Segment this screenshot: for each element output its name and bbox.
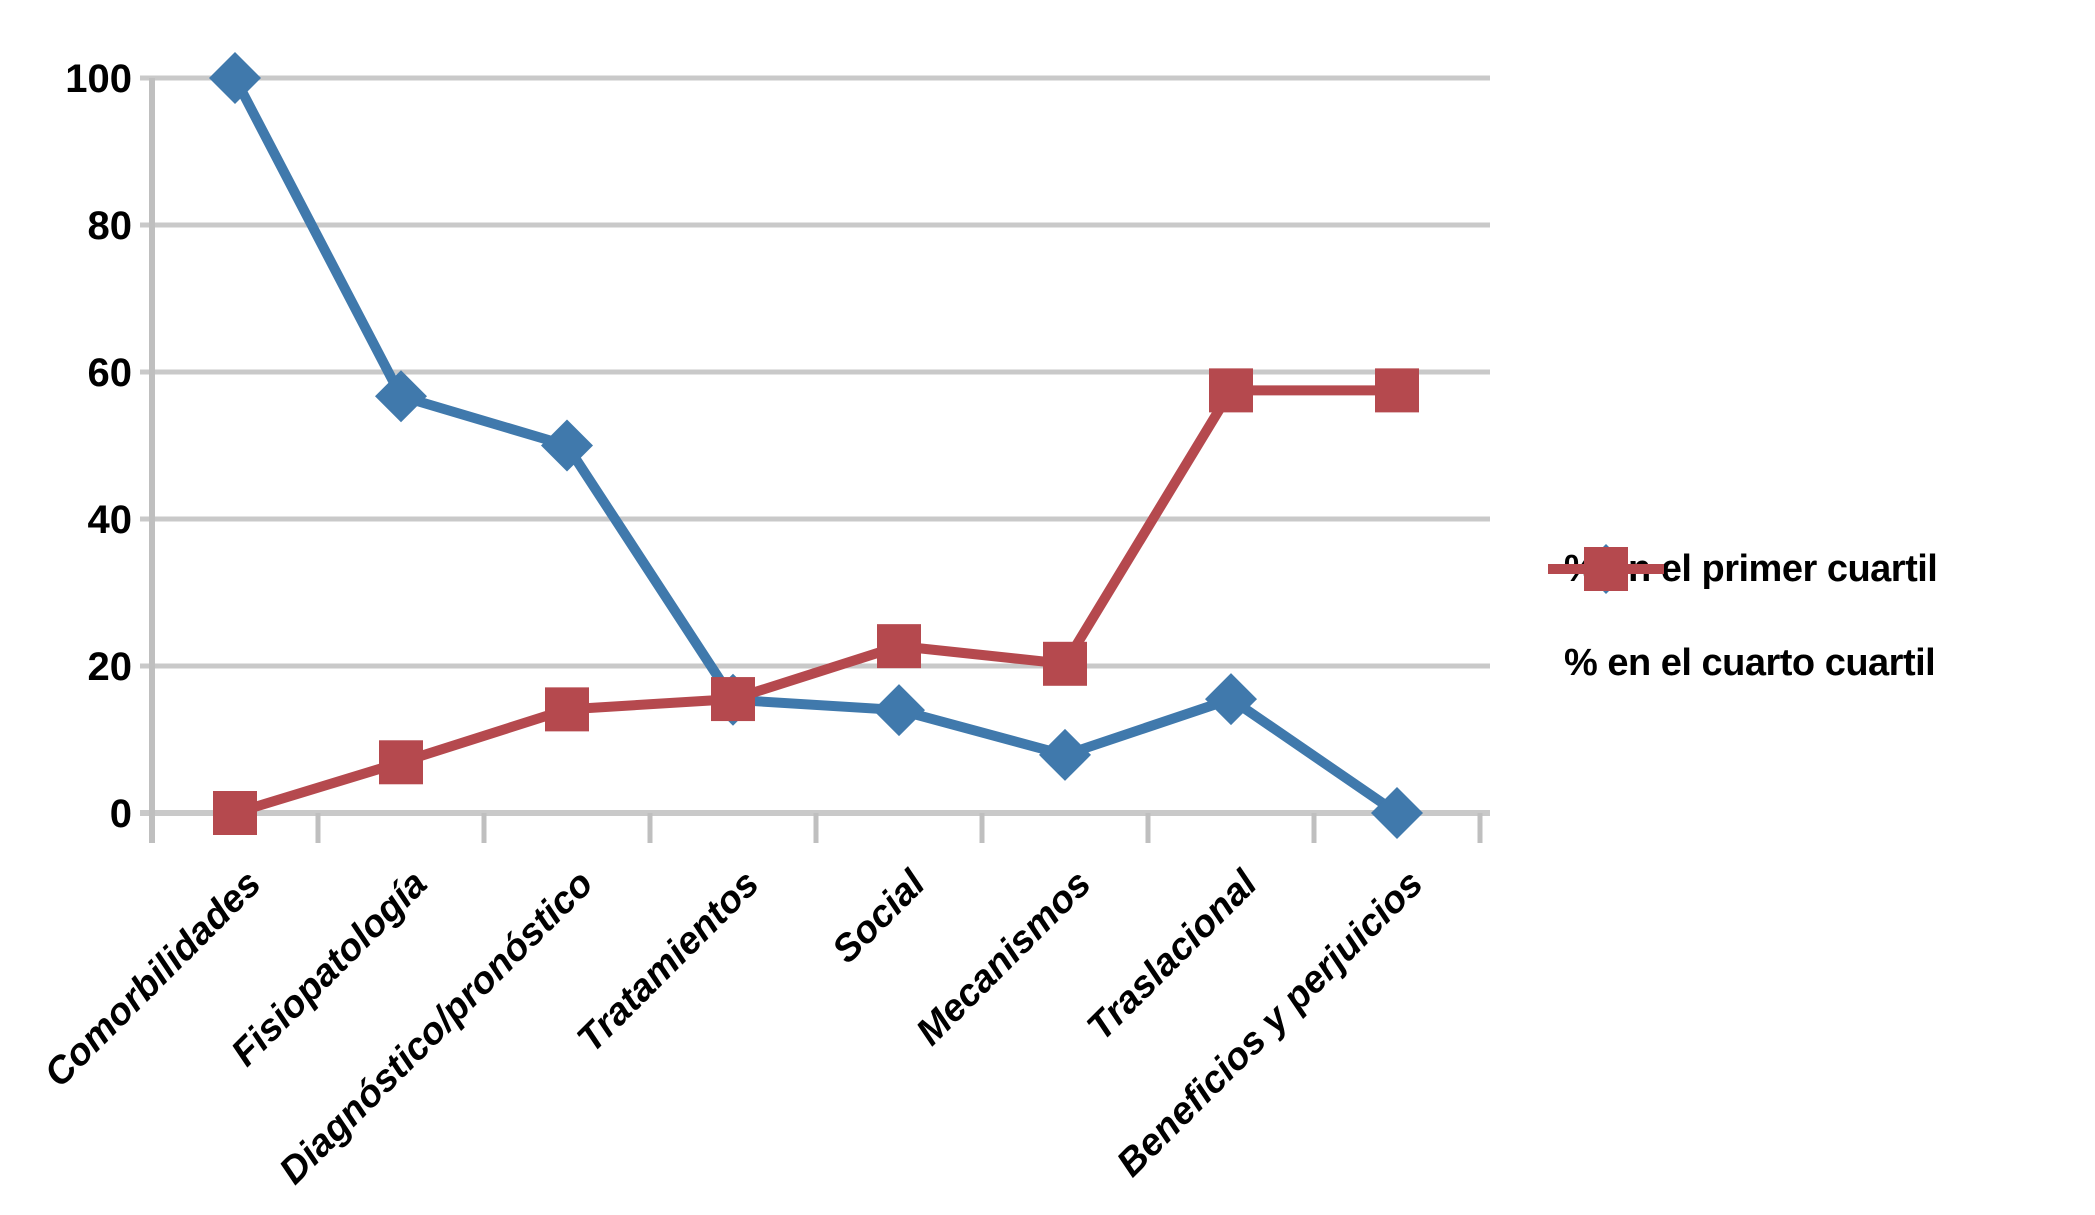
marker-diamond-s1-p7	[1205, 673, 1257, 726]
marker-square-s2-p5	[877, 624, 921, 669]
y-tick-label-20: 20	[88, 645, 133, 689]
marker-square-s2-p2	[379, 740, 423, 785]
legend-item-cuarto-cuartil: % en el cuarto cuartil	[1546, 547, 1937, 699]
y-tick-label-0: 0	[110, 792, 132, 836]
series-line-1	[230, 75, 1400, 818]
legend-square-marker-icon	[1548, 547, 1664, 591]
marker-diamond-s1-p3	[541, 419, 593, 472]
y-tick-label-80: 80	[88, 204, 133, 248]
y-tick-label-100: 100	[65, 57, 132, 101]
x-category-label-1: Comorbilidades	[37, 863, 270, 1096]
marker-square-s2-p1	[213, 791, 257, 835]
y-tick-label-40: 40	[88, 498, 133, 542]
marker-square-s2-p7	[1209, 368, 1253, 413]
marker-diamond-s1-p1	[209, 52, 261, 104]
marker-diamond-s1-p8	[1371, 787, 1423, 839]
series-line-2	[233, 385, 1397, 818]
x-category-label-5: Social	[825, 862, 935, 972]
legend-label-cuarto-cuartil: % en el cuarto cuartil	[1564, 641, 1936, 684]
marker-square-s2-p3	[545, 687, 589, 732]
marker-square-s2-p4	[711, 677, 755, 722]
x-category-label-3: Diagnóstico/pronóstico	[272, 863, 602, 1193]
marker-square-s2-p6	[1043, 641, 1087, 686]
marker-diamond-s1-p6	[1039, 728, 1091, 781]
x-category-label-8: Beneficios y perjuicios	[1109, 863, 1431, 1185]
marker-diamond-s1-p5	[873, 684, 925, 737]
legend: % en el primer cuartil % en el cuarto cu…	[1546, 533, 1938, 699]
x-category-label-6: Mecanismos	[908, 863, 1099, 1054]
marker-square-s2-p8	[1375, 368, 1419, 413]
marker-diamond-s1-p2	[375, 370, 427, 423]
x-category-label-7: Traslacional	[1079, 862, 1266, 1049]
y-tick-label-60: 60	[88, 351, 133, 395]
